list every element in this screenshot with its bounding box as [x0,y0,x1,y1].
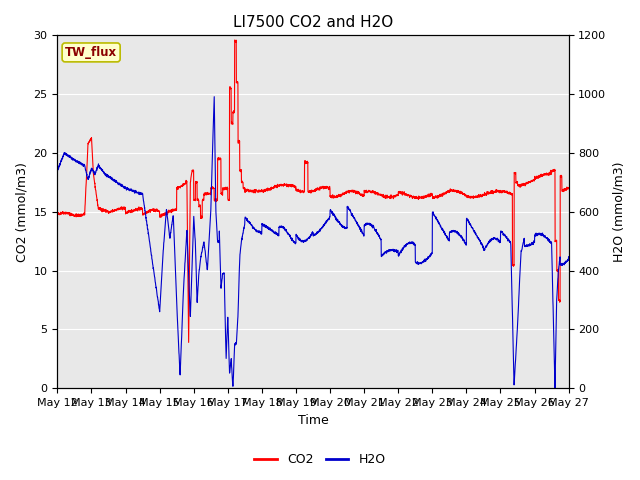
Y-axis label: CO2 (mmol/m3): CO2 (mmol/m3) [15,162,28,262]
Y-axis label: H2O (mmol/m3): H2O (mmol/m3) [612,162,625,262]
Title: LI7500 CO2 and H2O: LI7500 CO2 and H2O [233,15,393,30]
X-axis label: Time: Time [298,414,328,427]
Legend: CO2, H2O: CO2, H2O [250,448,390,471]
Text: TW_flux: TW_flux [65,46,117,59]
